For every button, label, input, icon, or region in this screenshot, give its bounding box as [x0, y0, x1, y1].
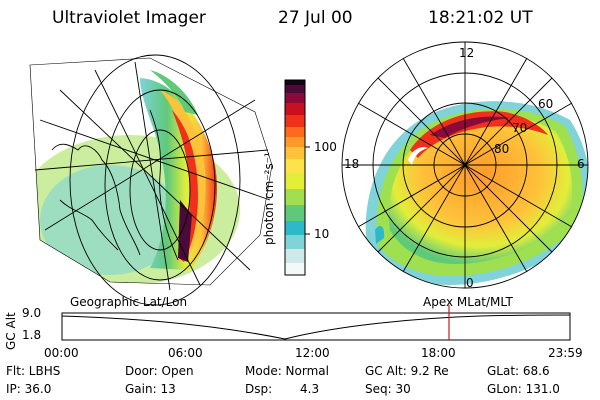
color-bar: [284, 79, 310, 276]
glat-info: GLat: 68.6: [487, 364, 550, 378]
geographic-caption: Geographic Lat/Lon: [70, 295, 188, 309]
timeline-axis-title: GC Alt: [4, 312, 18, 350]
polar-grid: [341, 41, 589, 289]
door-info: Door: Open: [125, 364, 194, 378]
ip-info: IP: 36.0: [6, 382, 52, 396]
colorbar-unit-label: photon cm⁻²s⁻¹: [262, 152, 276, 245]
dsp-label: Dsp:: [245, 382, 273, 396]
timeline-xtick-2359: 23:59: [548, 346, 583, 360]
glon-info: GLon: 131.0: [487, 382, 560, 396]
mode-info: Mode: Normal: [245, 364, 329, 378]
observation-time: 18:21:02 UT: [428, 8, 533, 28]
seq-info: Seq: 30: [365, 382, 411, 396]
observation-date: 27 Jul 00: [278, 8, 353, 28]
altitude-timeline: [61, 305, 571, 341]
geographic-image: [30, 58, 272, 285]
instrument-title: Ultraviolet Imager: [52, 8, 206, 28]
timeline-xtick-1800: 18:00: [421, 346, 456, 360]
dsp-value: 4.3: [300, 382, 320, 396]
timeline-ytick-top: 9.0: [22, 306, 42, 320]
mlt-label-12: 12: [459, 46, 475, 60]
timeline-ytick-bottom: 1.8: [22, 328, 42, 342]
mlt-label-6: 6: [577, 157, 585, 171]
colorbar-tick-100: 100: [314, 140, 337, 154]
timeline-xtick-0000: 00:00: [44, 346, 79, 360]
mlat-label-80: 80: [494, 142, 510, 156]
gain-info: Gain: 13: [125, 382, 176, 396]
geographic-grid: [29, 54, 273, 306]
apex-caption: Apex MLat/MLT: [423, 295, 513, 309]
gc-alt-info: GC Alt: 9.2 Re: [365, 364, 449, 378]
timeline-xtick-1200: 12:00: [295, 346, 330, 360]
timeline-xtick-0600: 06:00: [168, 346, 203, 360]
mlt-label-18: 18: [344, 157, 360, 171]
colorbar-tick-10: 10: [314, 227, 330, 241]
mlat-label-70: 70: [512, 121, 528, 135]
mlt-label-0: 0: [466, 276, 474, 290]
mlat-label-60: 60: [538, 97, 554, 111]
filter-info: Flt: LBHS: [6, 364, 61, 378]
